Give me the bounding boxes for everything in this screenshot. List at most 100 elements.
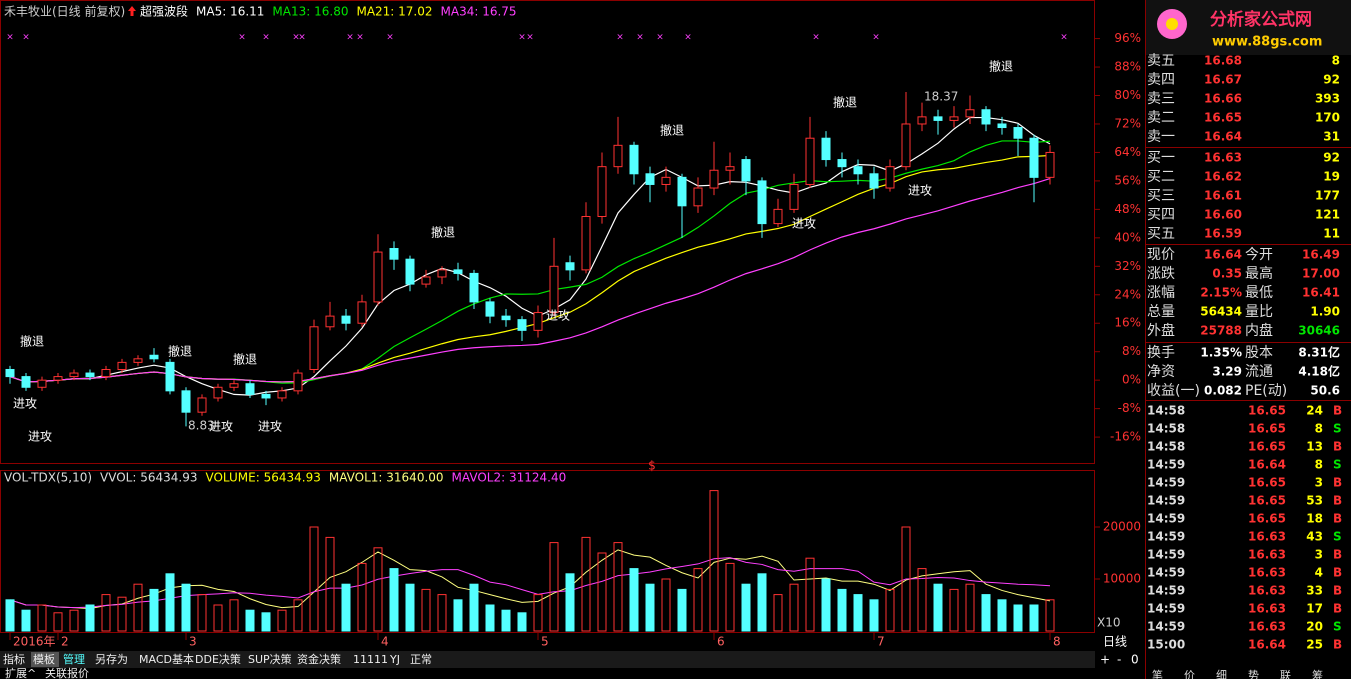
book-price: 16.61: [1204, 189, 1242, 203]
volume-bar: [437, 594, 447, 632]
signal-label: 进攻: [546, 309, 570, 323]
volume-bar: [757, 573, 767, 632]
ma-legend: MA5: 16.11: [196, 5, 264, 19]
zoom-button[interactable]: +: [1100, 653, 1110, 667]
volume-bar: [517, 612, 527, 632]
trade-time: 14:58: [1147, 422, 1185, 436]
signal-cross: ×: [292, 33, 300, 43]
book-price: 16.60: [1204, 208, 1242, 222]
x-tick-label: 8: [1053, 635, 1061, 649]
side-tab[interactable]: 笔: [1152, 668, 1163, 679]
zoom-button[interactable]: -: [1117, 653, 1121, 667]
candle-body: [565, 262, 575, 271]
quote-value: 50.6: [1310, 384, 1340, 398]
toolbar-button[interactable]: YJ: [389, 653, 400, 666]
candle-body: [261, 393, 271, 399]
volume-bar: [837, 588, 847, 632]
volume-bar: [373, 547, 383, 632]
signal-cross: ×: [812, 33, 820, 43]
candle-body: [485, 301, 495, 317]
volume-bar: [229, 599, 239, 632]
volume-bar: [949, 588, 959, 632]
side-tab[interactable]: 联: [1280, 669, 1291, 679]
candle-body: [613, 144, 623, 168]
candle-body: [325, 315, 335, 328]
side-tab[interactable]: 筹: [1312, 668, 1323, 679]
volume-bar: [661, 578, 671, 632]
book-label: 买三: [1147, 188, 1175, 204]
trade-time: 14:58: [1147, 404, 1185, 418]
bottom-link[interactable]: 扩展^: [5, 666, 36, 679]
volume-bar: [613, 542, 623, 632]
quote-value: 0.082: [1204, 384, 1242, 398]
trade-side: S: [1333, 530, 1342, 544]
trade-time: 14:59: [1147, 458, 1185, 472]
toolbar-button[interactable]: 正常: [410, 653, 432, 666]
trade-volume: 18: [1306, 512, 1323, 526]
candle-body: [597, 166, 607, 217]
volume-bar: [997, 599, 1007, 632]
volume-bar: [197, 594, 207, 632]
toolbar-button[interactable]: SUP决策: [248, 652, 292, 666]
x-tick-label: 6: [717, 635, 725, 649]
trade-volume: 53: [1306, 494, 1323, 508]
book-price: 16.63: [1204, 151, 1242, 165]
volume-bar: [741, 583, 751, 632]
signal-label: 撤退: [168, 344, 192, 359]
trade-volume: 3: [1315, 548, 1323, 562]
side-tab[interactable]: 势: [1248, 669, 1259, 679]
volume-bar: [629, 568, 639, 632]
y-tick-label: 20000: [1103, 520, 1141, 534]
period-label[interactable]: 日线: [1103, 635, 1127, 649]
side-tab[interactable]: 细: [1216, 669, 1227, 679]
volume-bar: [869, 599, 879, 632]
candle-body: [789, 183, 799, 210]
trade-volume: 17: [1306, 602, 1323, 616]
x-tick-label: 3: [189, 635, 197, 649]
toolbar-button[interactable]: 11111: [353, 653, 388, 666]
quote-label: 流通: [1245, 364, 1273, 380]
toolbar-button[interactable]: 指标: [3, 652, 25, 666]
zoom-button[interactable]: 0: [1131, 653, 1139, 667]
toolbar-button[interactable]: 模板: [33, 652, 55, 666]
toolbar-bg: [0, 651, 1095, 668]
bottom-link[interactable]: 关联报价: [45, 666, 89, 679]
volume-bar: [773, 594, 783, 632]
signal-cross: ×: [616, 33, 624, 43]
y-tick-label: 48%: [1114, 202, 1141, 216]
toolbar-button[interactable]: 管理: [63, 652, 85, 666]
signal-label: 撤退: [660, 123, 684, 138]
candle-body: [949, 116, 959, 121]
candle-body: [997, 123, 1007, 129]
trade-side: B: [1333, 404, 1342, 418]
stock-name: 禾丰牧业(日线 前复权): [4, 4, 125, 19]
volume-bar: [181, 583, 191, 632]
trade-time: 14:59: [1147, 548, 1185, 562]
signal-cross: ×: [356, 33, 364, 43]
toolbar-button[interactable]: DDE决策: [195, 652, 241, 666]
quote-label: 涨幅: [1147, 285, 1175, 301]
toolbar-button[interactable]: 另存为: [95, 652, 128, 666]
quote-label: 换手: [1147, 344, 1175, 361]
candle-body: [933, 116, 943, 121]
trade-price: 16.65: [1248, 476, 1286, 490]
book-volume: 121: [1315, 208, 1340, 222]
volume-bar: [277, 609, 287, 632]
signal-cross: ×: [22, 33, 30, 43]
y-tick-label: 8%: [1122, 344, 1141, 358]
volume-legend: VOLUME: 56434.93: [205, 471, 320, 485]
y-tick-label: 96%: [1114, 31, 1141, 45]
signal-label: 进攻: [209, 420, 233, 434]
quote-value: 16.64: [1204, 248, 1242, 262]
volume-bar: [293, 599, 303, 632]
side-tab[interactable]: 价: [1184, 669, 1195, 679]
signal-cross: ×: [262, 33, 270, 43]
toolbar-button[interactable]: MACD基本: [139, 652, 194, 666]
candle-body: [117, 361, 127, 370]
signal-cross: ×: [386, 33, 394, 43]
volume-bar: [1045, 599, 1055, 632]
candle-body: [101, 368, 111, 378]
toolbar-button[interactable]: 资金决策: [297, 652, 341, 666]
quote-value: 1.35%: [1200, 346, 1242, 360]
